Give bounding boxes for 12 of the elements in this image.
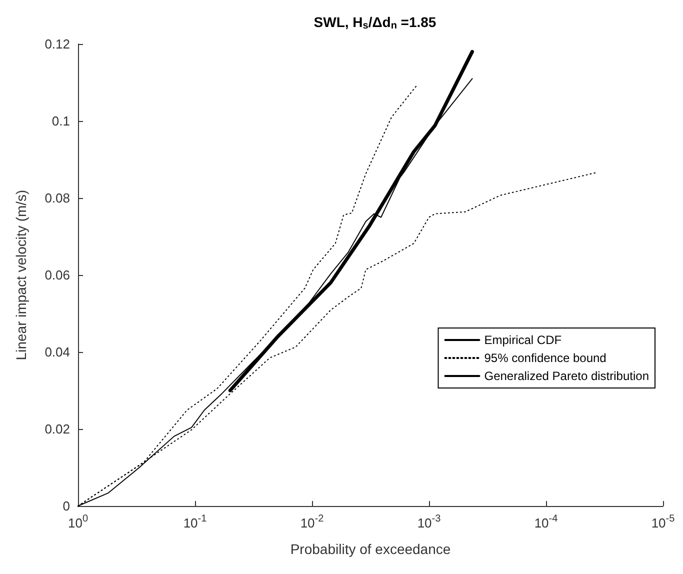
legend-label: Generalized Pareto distribution [484,369,650,383]
y-tick-label: 0.04 [44,344,70,360]
legend-label: 95% confidence bound [484,351,606,365]
y-tick-label: 0.1 [52,114,70,128]
y-tick-label: 0.12 [44,36,70,52]
x-axis-title: Probability of exceedance [290,541,451,557]
y-tick-label: 0.02 [44,422,70,436]
y-tick-label: 0 [62,498,70,514]
y-axis-title: Linear impact velocity (m/s) [13,190,29,360]
y-tick-label: 0.08 [44,190,70,206]
y-tick-label: 0.06 [44,268,70,282]
legend-label: Empirical CDF [484,333,562,347]
